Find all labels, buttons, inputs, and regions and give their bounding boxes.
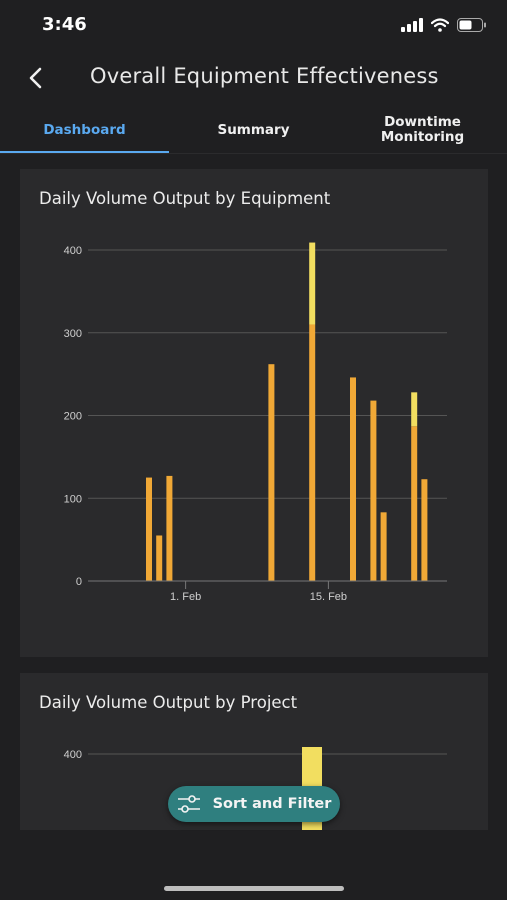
equipment-chart-card: Daily Volume Output by Equipment 0 100 200… xyxy=(20,169,488,657)
y-tick-label-0: 0 xyxy=(76,576,82,588)
tab-downtime-label: Downtime Monitoring xyxy=(380,114,465,145)
bar-orange-2023-01-29 xyxy=(146,477,152,581)
status-time: 3:46 xyxy=(42,14,87,35)
page-title: Overall Equipment Effectiveness xyxy=(90,64,439,88)
bar-orange-2023-01-31 xyxy=(166,475,173,581)
back-arrow-icon[interactable] xyxy=(24,66,48,90)
y-tick-label-400: 400 xyxy=(64,749,82,761)
active-tab-indicator xyxy=(0,151,169,153)
bar-orange-2023-01-30 xyxy=(156,535,163,581)
y-tick-label-400: 400 xyxy=(64,245,82,257)
tab-bar: Dashboard Summary Downtime Monitoring xyxy=(0,106,507,154)
tab-downtime-monitoring[interactable]: Downtime Monitoring xyxy=(338,106,507,154)
bar-orange-2023-02-24 xyxy=(411,426,418,581)
sliders-icon xyxy=(177,795,200,813)
x-tick-label-1: 15. Feb xyxy=(310,591,347,603)
bar-orange-2023-02-20 xyxy=(370,400,377,581)
equipment-volume-chart: 0 100 200 300 400 1. Feb 15. Feb xyxy=(64,242,447,603)
bar-orange-2023-02-25 xyxy=(421,479,428,581)
battery-icon xyxy=(457,18,486,32)
sort-filter-label: Sort and Filter xyxy=(212,796,332,812)
y-tick-label-100: 100 xyxy=(64,493,82,505)
tab-dashboard[interactable]: Dashboard xyxy=(43,121,126,138)
bar-orange-2023-02-21 xyxy=(380,512,387,581)
project-chart-title: Daily Volume Output by Project xyxy=(39,693,298,712)
equipment-chart-title: Daily Volume Output by Equipment xyxy=(39,189,331,208)
bar-orange-2023-02-14 xyxy=(309,324,316,581)
x-tick-label-0: 1. Feb xyxy=(170,591,201,603)
tab-summary[interactable]: Summary xyxy=(217,121,290,138)
wifi-icon xyxy=(431,18,449,32)
sort-filter-button[interactable]: Sort and Filter xyxy=(168,786,340,822)
bar-yellow-2023-02-14 xyxy=(309,242,316,325)
tabs-divider xyxy=(0,153,507,154)
home-indicator[interactable] xyxy=(164,886,344,891)
bar-orange-2023-02-10 xyxy=(268,364,275,581)
bar-yellow-2023-02-24 xyxy=(411,392,418,427)
y-tick-label-300: 300 xyxy=(64,328,82,340)
signal-icon xyxy=(401,18,423,32)
bar-orange-2023-02-18 xyxy=(350,377,356,581)
y-tick-label-200: 200 xyxy=(64,411,82,423)
status-icons xyxy=(401,16,487,34)
